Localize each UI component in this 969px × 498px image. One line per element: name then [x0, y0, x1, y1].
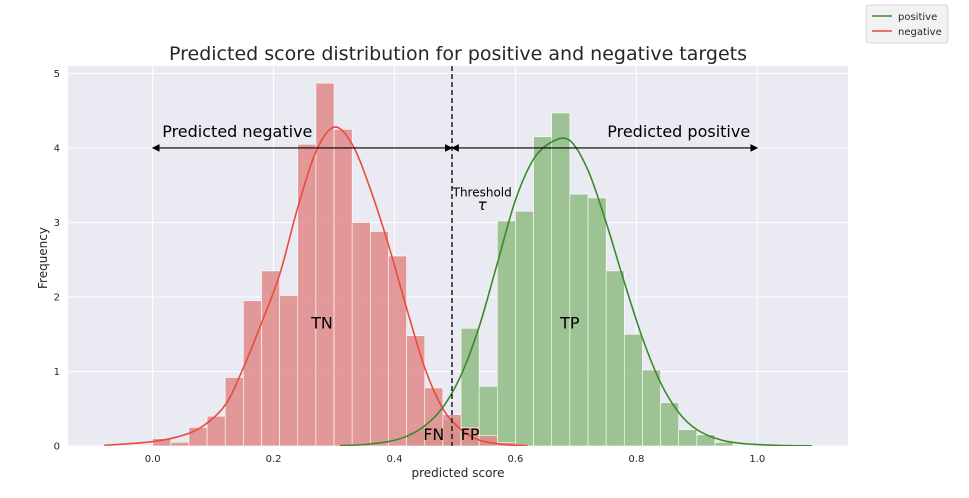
histogram-bars: [152, 82, 734, 446]
histogram-bar-negative: [297, 143, 317, 446]
kde-curves: [104, 126, 812, 446]
histogram-bar-negative: [170, 441, 190, 446]
annotation-fp: FP: [461, 425, 480, 444]
y-ticks: 0 1 2 3 4 5: [54, 69, 60, 453]
x-ticks: 0.0 0.2 0.4 0.6 0.8 1.0: [145, 454, 766, 465]
y-tick-label: 0: [54, 442, 60, 453]
annotation-tn: TN: [310, 313, 333, 332]
x-tick-label: 0.2: [266, 454, 282, 465]
histogram-bar-positive: [587, 197, 607, 446]
histogram-bar-positive: [660, 402, 679, 446]
x-axis-label: predicted score: [412, 466, 505, 480]
annotation-tau: τ: [478, 196, 488, 214]
x-tick-label: 0.8: [628, 454, 644, 465]
annotation-fn: FN: [423, 425, 444, 444]
y-tick-label: 2: [54, 292, 60, 303]
kde-line-negative: [104, 126, 528, 446]
annotations: Predicted negative Predicted positive Thre…: [162, 122, 750, 444]
histogram-bar-positive: [605, 270, 625, 446]
annotation-predicted-negative: Predicted negative: [162, 122, 312, 141]
histogram-bar-negative: [333, 129, 353, 446]
histogram-bar-positive: [515, 210, 534, 446]
histogram-bar-positive: [714, 441, 734, 446]
y-tick-label: 5: [54, 69, 60, 80]
annotation-predicted-positive: Predicted positive: [607, 122, 750, 141]
legend-label-positive: positive: [898, 12, 937, 23]
histogram-bar-negative: [351, 222, 371, 446]
chart-title: Predicted score distribution for positiv…: [169, 43, 747, 65]
histogram-bar-positive: [678, 429, 698, 446]
x-tick-label: 0.6: [507, 454, 523, 465]
annotation-tp: TP: [559, 313, 580, 332]
histogram-bar-positive: [623, 333, 643, 446]
kde-line-positive: [340, 137, 812, 446]
x-tick-label: 0.4: [387, 454, 403, 465]
histogram-bar-positive: [551, 112, 571, 446]
x-tick-label: 0.0: [145, 454, 161, 465]
x-tick-label: 1.0: [749, 454, 765, 465]
histogram-bar-negative: [279, 295, 299, 446]
histogram-bar-positive: [533, 136, 553, 446]
histogram-bar-negative: [188, 427, 208, 446]
legend-label-negative: negative: [898, 27, 942, 38]
annotation-threshold: Threshold: [452, 185, 512, 199]
y-tick-label: 4: [54, 143, 60, 154]
histogram-bar-negative: [261, 270, 280, 446]
legend-box: [865, 4, 949, 44]
histogram-bar-positive: [642, 369, 661, 446]
histogram-bar-negative: [315, 82, 335, 446]
histogram-bar-negative: [243, 300, 262, 446]
y-tick-label: 3: [54, 218, 60, 229]
y-tick-label: 1: [54, 367, 60, 378]
histogram-bar-negative: [406, 335, 426, 446]
y-axis-label: Frequency: [36, 227, 50, 289]
legend: positive negative: [865, 4, 949, 44]
histogram-bar-negative: [370, 231, 389, 446]
histogram-bar-negative: [388, 255, 407, 446]
